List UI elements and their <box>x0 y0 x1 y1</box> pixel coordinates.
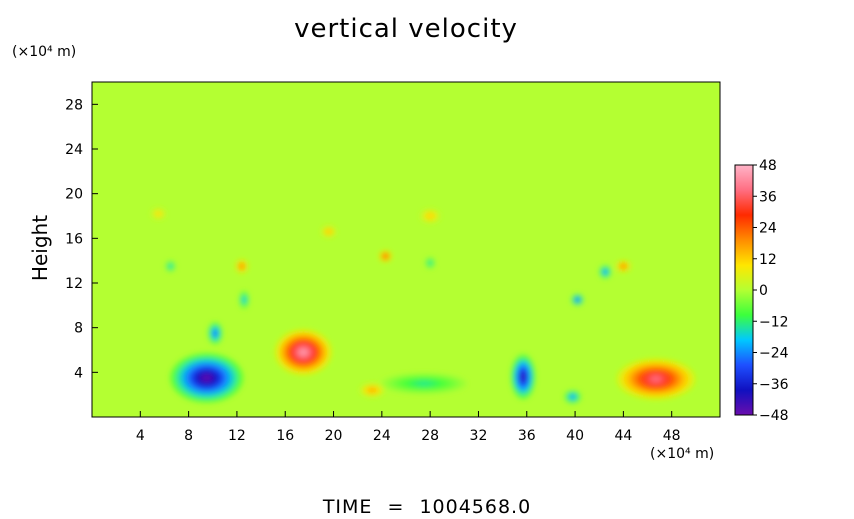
colorbar-tick-label: −12 <box>759 314 789 330</box>
field-feature-5 <box>417 381 432 386</box>
y-axis: 4 8 12 16 20 24 28 <box>65 97 98 381</box>
x-tick-label: 4 <box>136 428 145 444</box>
field-feature-1 <box>213 331 217 336</box>
colorbar-tick-label: −36 <box>759 377 789 393</box>
colorbar-tick-label: 36 <box>759 189 777 205</box>
y-axis-unit: (×10⁴ m) <box>12 44 77 60</box>
x-tick-label: 32 <box>470 428 488 444</box>
field-feature-3 <box>298 348 308 356</box>
x-tick-label: 12 <box>228 428 246 444</box>
x-tick-label: 20 <box>325 428 343 444</box>
field-feature-16 <box>428 214 432 218</box>
field-feature-4 <box>370 389 375 392</box>
field-feature-2 <box>243 298 246 302</box>
field-feature-12 <box>604 270 607 273</box>
x-tick-label: 36 <box>518 428 536 444</box>
time-value: 1004568.0 <box>419 496 532 518</box>
field-feature-7 <box>571 395 575 399</box>
field-feature-10 <box>240 265 243 268</box>
chart-title: vertical velocity <box>294 14 518 44</box>
time-equals: = <box>387 496 405 518</box>
field-feature-14 <box>429 261 432 264</box>
x-tick-label: 16 <box>276 428 294 444</box>
colorbar-tick-label: 24 <box>759 221 777 237</box>
colorbar-tick-label: −24 <box>759 346 789 362</box>
time-readout: TIME = 1004568.0 <box>0 496 854 518</box>
colorbar-tick-label: 48 <box>759 158 777 174</box>
field-feature-9 <box>384 255 387 258</box>
velocity-field <box>151 208 695 404</box>
x-tick-label: 40 <box>566 428 584 444</box>
field-feature-11 <box>576 298 579 301</box>
colorbar-ticks: 48 36 24 12 0 −12 −24 −36 −48 <box>753 158 789 424</box>
x-tick-label: 44 <box>614 428 632 444</box>
field-feature-6 <box>521 373 526 381</box>
x-tick-label: 48 <box>663 428 681 444</box>
y-tick-label: 24 <box>65 142 83 158</box>
y-tick-label: 8 <box>74 321 83 337</box>
field-feature-0 <box>200 373 213 383</box>
colorbar-tick-label: 12 <box>759 252 777 268</box>
y-tick-label: 20 <box>65 187 83 203</box>
field-feature-17 <box>622 265 625 268</box>
x-tick-label: 28 <box>421 428 439 444</box>
y-tick-label: 4 <box>74 365 83 381</box>
field-feature-18 <box>157 212 160 215</box>
field-feature-15 <box>327 230 330 233</box>
x-tick-label: 8 <box>184 428 193 444</box>
time-label: TIME <box>322 496 373 518</box>
y-tick-label: 28 <box>65 97 83 113</box>
x-axis-unit: (×10⁴ m) <box>650 446 715 462</box>
y-tick-label: 16 <box>65 231 83 247</box>
field-feature-13 <box>169 265 172 268</box>
x-tick-label: 24 <box>373 428 391 444</box>
field-feature-8 <box>649 375 663 383</box>
plot-frame <box>91 81 721 418</box>
colorbar-tick-label: 0 <box>759 283 768 299</box>
colorbar-tick-label: −48 <box>759 408 789 424</box>
x-axis: 4 8 12 16 20 24 28 32 36 40 44 48 <box>136 411 681 444</box>
y-tick-label: 12 <box>65 276 83 292</box>
colorbar <box>734 164 754 416</box>
